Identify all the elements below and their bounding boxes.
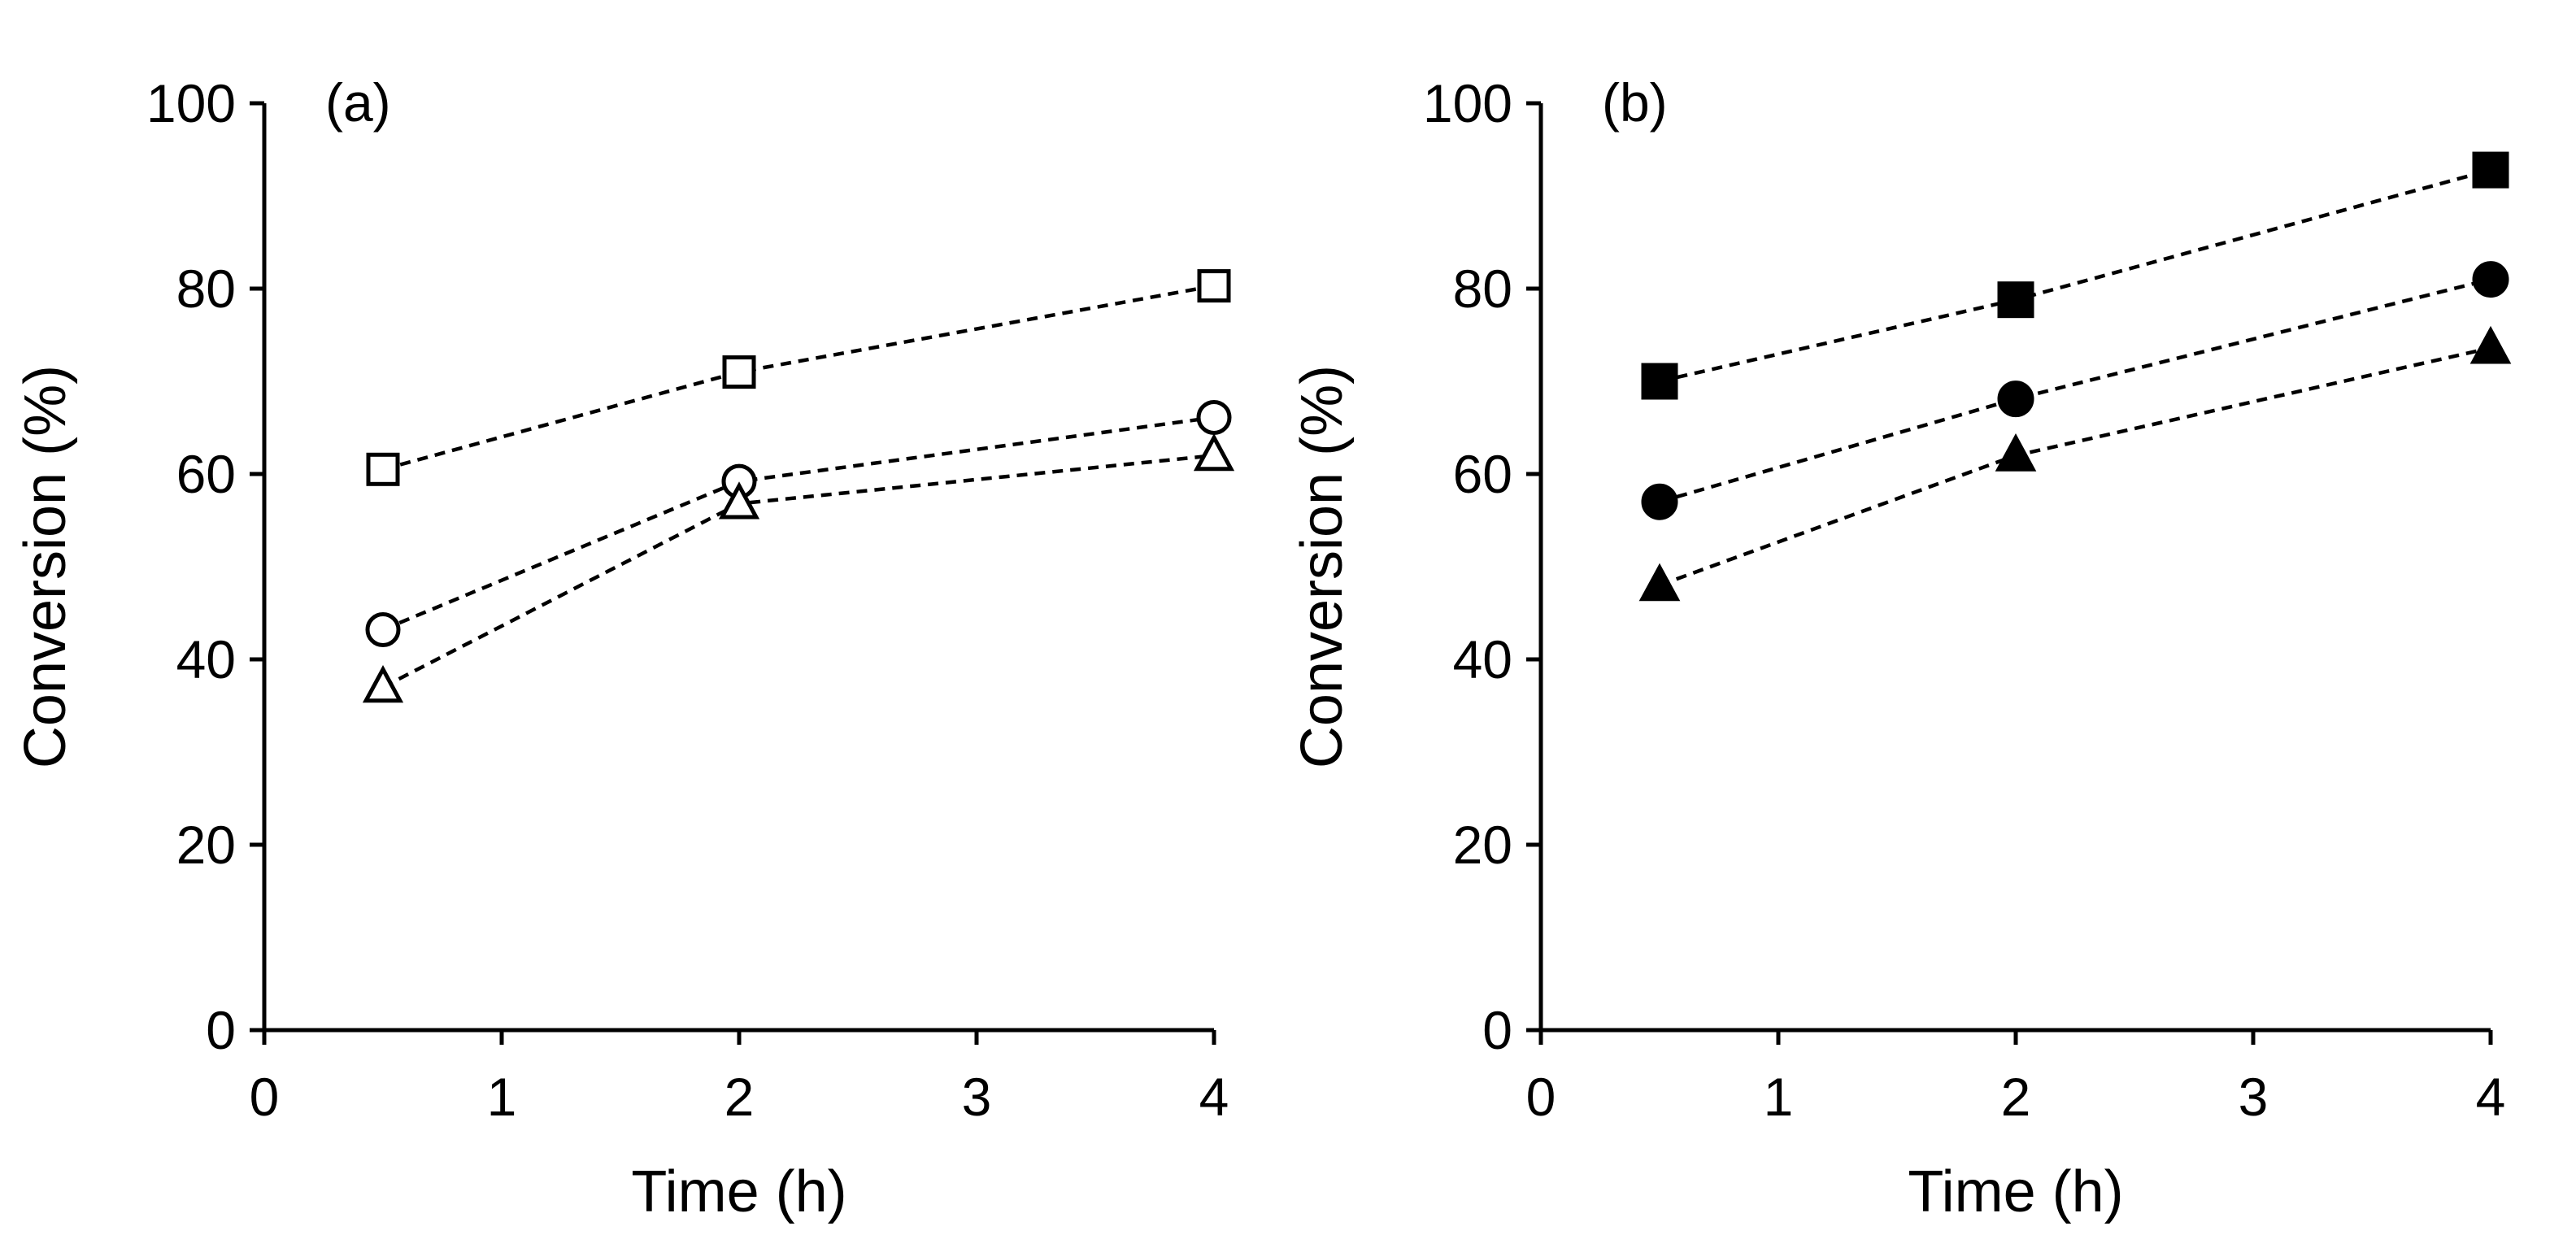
marker-filled-square: [1641, 363, 1678, 400]
marker-open-triangle: [362, 664, 404, 703]
y-tick-label-a: 100: [146, 73, 236, 133]
x-tick-label-b: 2: [2001, 1067, 2031, 1127]
y-axis-title-a: Conversion (%): [13, 365, 78, 768]
x-axis-title-b: Time (h): [1908, 1159, 2123, 1224]
y-tick-label-a: 60: [176, 444, 236, 504]
marker-filled-circle: [1641, 483, 1678, 520]
y-tick-label-b: 20: [1453, 815, 1512, 875]
marker-open-square: [366, 452, 400, 486]
series-line-filled-square: [1659, 167, 2491, 384]
marker-filled-circle: [1997, 380, 2034, 418]
x-tick-label-a: 1: [487, 1067, 517, 1127]
y-tick-label-b: 80: [1453, 259, 1512, 319]
panel-label-a: (a): [325, 72, 391, 133]
x-tick-label-a: 2: [724, 1067, 755, 1127]
x-tick-label-a: 0: [250, 1067, 280, 1127]
x-tick-label-b: 0: [1526, 1067, 1556, 1127]
marker-open-triangle: [718, 481, 760, 520]
y-tick-label-a: 20: [176, 815, 236, 875]
marker-open-triangle: [1193, 433, 1235, 472]
y-tick-label-b: 40: [1453, 629, 1512, 689]
marker-filled-square: [1997, 281, 2034, 319]
marker-filled-circle: [2472, 261, 2509, 298]
x-tick-label-a: 4: [1199, 1067, 1229, 1127]
marker-filled-triangle: [1638, 563, 1681, 602]
y-tick-label-a: 40: [176, 629, 236, 689]
marker-open-square: [1197, 269, 1231, 303]
marker-open-square: [722, 355, 756, 389]
panel-b: 0 20 40 60 80 100 0 1 2 3 4 Time (h) Conversion (%) (…: [1290, 72, 2512, 1224]
y-axis-title-b: Conversion (%): [1290, 365, 1355, 768]
panel-label-b: (b): [1602, 72, 1668, 133]
y-tick-label-b: 100: [1423, 73, 1512, 133]
x-tick-label-a: 3: [962, 1067, 992, 1127]
series-line-open-triangle: [381, 453, 1215, 689]
series-line-filled-circle: [1659, 277, 2491, 504]
x-tick-label-b: 4: [2476, 1067, 2506, 1127]
y-tick-label-a: 0: [206, 1000, 236, 1060]
series-line-open-square: [382, 284, 1215, 472]
panel-a: 0 20 40 60 80 100 0 1 2 3 4 Time (h) Conversion (%) (…: [13, 72, 1235, 1224]
series-line-open-circle: [382, 415, 1215, 632]
y-tick-label-b: 60: [1453, 444, 1512, 504]
x-tick-label-b: 3: [2239, 1067, 2269, 1127]
marker-filled-triangle: [2469, 325, 2512, 364]
x-tick-label-b: 1: [1764, 1067, 1794, 1127]
marker-filled-triangle: [1995, 433, 2037, 472]
marker-filled-square: [2472, 151, 2509, 189]
y-tick-label-b: 0: [1482, 1000, 1512, 1060]
marker-open-circle: [365, 612, 401, 648]
y-tick-label-a: 80: [176, 259, 236, 319]
marker-open-circle: [1196, 399, 1232, 435]
x-axis-title-a: Time (h): [631, 1159, 846, 1224]
